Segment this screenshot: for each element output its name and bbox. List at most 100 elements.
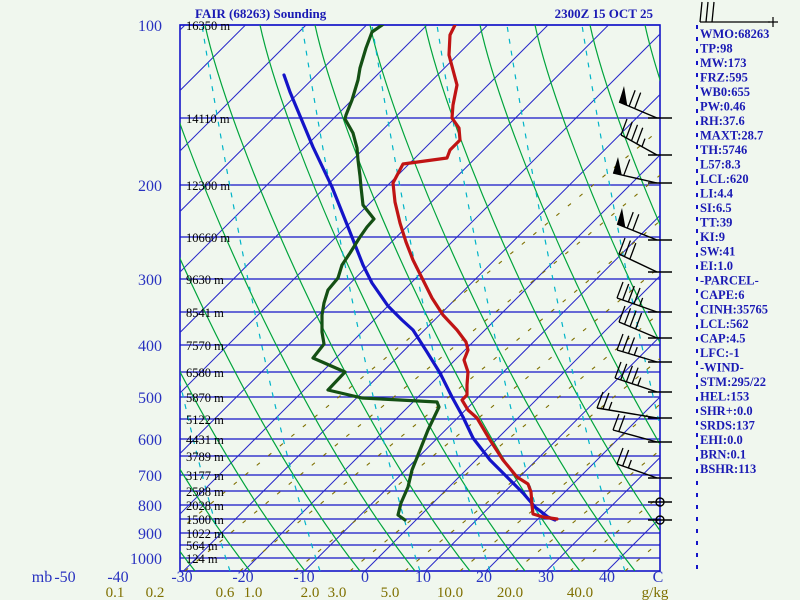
stat-line: TH:5746 xyxy=(700,143,747,157)
wind-barb-part xyxy=(623,240,632,257)
height-label: 1022 m xyxy=(186,527,224,541)
wind-barb-part xyxy=(633,287,641,305)
wind-barb-part xyxy=(613,157,622,175)
mixing-ratio-line xyxy=(371,25,491,571)
wind-barb-part xyxy=(619,86,628,106)
stat-line: WMO:68263 xyxy=(700,27,769,41)
wind-barb-part xyxy=(612,429,658,443)
wind-barb xyxy=(616,333,658,363)
wind-barb-part xyxy=(617,208,626,228)
wind-barb-part xyxy=(623,308,632,325)
height-label: 9630 m xyxy=(186,273,224,287)
pressure-label: 400 xyxy=(138,338,162,355)
wind-barb-part xyxy=(629,242,637,260)
top-barb-feather xyxy=(699,1,703,23)
stat-line: CAPE:6 xyxy=(700,288,744,302)
height-label: 3177 m xyxy=(186,469,224,483)
dry-adiabat-line xyxy=(369,25,636,571)
wind-barb-part xyxy=(641,138,646,147)
pressure-label: 1000 xyxy=(130,551,162,568)
wind-barb-part xyxy=(614,361,622,379)
stat-line: HEL:153 xyxy=(700,390,749,404)
top-barb-feather xyxy=(711,1,715,23)
stat-line: CAP:4.5 xyxy=(700,332,745,346)
temperature-label: C xyxy=(653,569,664,586)
wind-barb-part xyxy=(616,333,624,351)
isotherm-line xyxy=(180,33,660,515)
wind-barb-part xyxy=(608,401,613,411)
temperature-label: -40 xyxy=(107,569,128,586)
wind-barb-part xyxy=(612,172,658,184)
temperature-label: -20 xyxy=(232,569,253,586)
stat-line: LI:4.4 xyxy=(700,187,734,201)
stat-line: FRZ:595 xyxy=(700,71,748,85)
stat-line: EI:1.0 xyxy=(700,259,733,273)
temperature-label: -30 xyxy=(171,569,192,586)
isotherm-line xyxy=(304,214,660,571)
wind-barb-part xyxy=(628,90,636,107)
wind-barb-part xyxy=(618,101,658,119)
height-label: 14110 m xyxy=(186,112,230,126)
wind-barb-part xyxy=(616,297,658,313)
stat-line: TP:98 xyxy=(700,42,733,56)
dry-adiabat-line xyxy=(259,25,526,571)
wind-barb-part xyxy=(625,121,633,139)
wind-barb-part xyxy=(620,134,658,156)
height-label: 5122 m xyxy=(186,413,224,427)
wind-barb-part xyxy=(616,349,658,363)
height-label: 4431 m xyxy=(186,433,224,447)
wind-barb-part xyxy=(634,312,643,330)
temperature-label: -10 xyxy=(293,569,314,586)
mixing-ratio-label: 2.0 xyxy=(301,585,320,600)
dewpoint-trace xyxy=(311,25,441,522)
mixing-ratio-label: 0.2 xyxy=(146,585,165,600)
dry-adiabat-line xyxy=(180,257,361,571)
stat-line: TT:39 xyxy=(700,216,732,230)
stat-line: CINH:35765 xyxy=(700,303,768,317)
pressure-label: 500 xyxy=(138,390,162,407)
mixing-ratio-label: 0.1 xyxy=(106,585,125,600)
wind-barb xyxy=(596,391,658,419)
wind-barb-part xyxy=(627,337,636,354)
stat-line: RH:37.6 xyxy=(700,114,745,128)
temperature-label: 0 xyxy=(361,569,369,586)
stat-line: EHI:0.0 xyxy=(700,433,743,447)
pressure-label: 800 xyxy=(138,498,162,515)
isotherm-line xyxy=(180,25,549,394)
wind-barb-part xyxy=(618,237,626,255)
height-label: 16350 m xyxy=(186,19,230,33)
stat-line: -WIND- xyxy=(700,361,744,375)
temperature-label: 10 xyxy=(415,569,431,586)
wind-barb-part xyxy=(639,297,644,307)
wind-barb-part xyxy=(630,124,639,142)
stat-line: LCL:620 xyxy=(700,172,749,186)
wind-barb-part xyxy=(618,253,658,273)
wind-barb-part xyxy=(634,92,642,109)
height-label: 5870 m xyxy=(186,391,224,405)
wind-barb-part xyxy=(622,283,630,301)
wind-barb-part xyxy=(622,449,630,467)
plot-interior xyxy=(180,25,660,571)
wind-barb-part xyxy=(637,377,642,386)
mixing-ratio-label: 10.0 xyxy=(437,585,463,600)
wind-barb-part xyxy=(622,335,630,352)
wind-barb-part xyxy=(618,305,626,323)
wind-barb-part xyxy=(618,321,658,339)
calm-wind-circle xyxy=(655,515,665,525)
mixing-ratio-label: 0.6 xyxy=(216,585,235,600)
valid-time: 2300Z 15 OCT 25 xyxy=(555,6,654,21)
height-label: 2028 m xyxy=(186,499,224,513)
wind-barb xyxy=(612,413,658,443)
mixing-ratio-line xyxy=(506,25,626,571)
pressure-label: 100 xyxy=(138,18,162,35)
wind-barb-part xyxy=(627,285,635,303)
isotherm-line xyxy=(183,93,660,571)
wind-barb-part xyxy=(631,367,639,384)
wind-barb xyxy=(612,157,658,184)
temperature-label: 40 xyxy=(599,569,615,586)
dry-adiabat-line xyxy=(534,25,660,344)
wind-barb-part xyxy=(620,118,628,136)
height-label: 3789 m xyxy=(186,450,224,464)
